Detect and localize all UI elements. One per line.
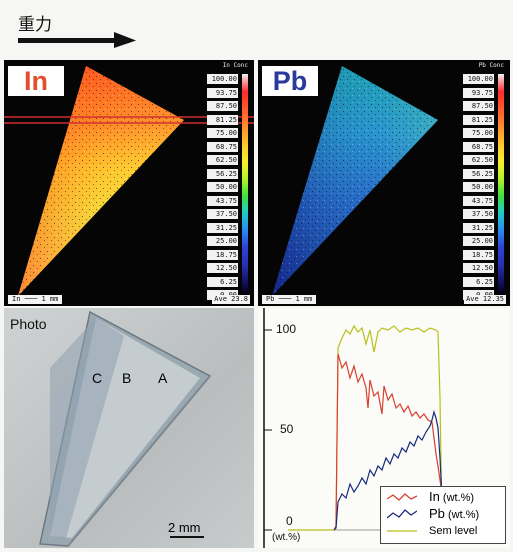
photo-scalebar xyxy=(170,536,204,538)
graph-legend: In (wt.%) Pb (wt.%) Sem level xyxy=(380,486,506,544)
in-scale-tick: 75.00 xyxy=(207,128,238,138)
in-scale-tick: 62.50 xyxy=(207,155,238,165)
in-scale-tick: 25.00 xyxy=(207,236,238,246)
in-scale-tick: 100.00 xyxy=(207,74,238,84)
pb-scale-tick: 31.25 xyxy=(463,222,494,233)
gravity-label: 重力 xyxy=(18,15,52,35)
pb-average: Ave 12.35 xyxy=(464,295,506,304)
pb-scale-bar: Pb ─── 1 mm xyxy=(262,295,317,304)
legend-pb-label: Pb xyxy=(429,506,445,521)
legend-sem-label: Sem level xyxy=(429,525,478,537)
y-unit: (wt.%) xyxy=(272,532,301,543)
in-scale-tick: 31.25 xyxy=(207,222,238,233)
legend-in-unit: (wt.%) xyxy=(442,492,475,504)
y-tick-0: 0 xyxy=(286,514,293,528)
in-scale-tick: 43.75 xyxy=(207,195,238,206)
y-tick-50: 50 xyxy=(280,422,294,436)
in-colorbar xyxy=(242,74,248,296)
pb-scale-tick: 50.00 xyxy=(463,182,494,192)
legend-in: In (wt.%) xyxy=(386,490,474,504)
pb-map-panel: Pb Pb Conc 100.00 93.75 87.50 81.25 75.00 68.… xyxy=(258,60,510,306)
in-scale-header: In Conc xyxy=(222,62,248,69)
in-scale-bar: In ─── 1 mm xyxy=(8,295,63,304)
photo-panel: Photo C B A 2 mm xyxy=(4,308,254,548)
legend-in-swatch xyxy=(386,493,418,501)
in-scale-tick: 18.75 xyxy=(207,249,238,260)
pb-scale-header: Pb Conc xyxy=(478,62,504,69)
legend-sem: Sem level xyxy=(387,524,477,538)
legend-pb-unit: (wt.%) xyxy=(447,509,480,521)
profile-graph-panel: 100 50 0 (wt.%) In (wt.%) Pb (wt.%) Sem … xyxy=(258,308,510,548)
pb-scale-tick: 68.75 xyxy=(463,141,494,152)
in-map-label: In xyxy=(8,66,64,96)
in-scale-tick: 6.25 xyxy=(207,276,238,287)
point-b-label: B xyxy=(122,370,132,386)
pb-scale-tick: 93.75 xyxy=(463,87,494,98)
pb-scale-tick: 87.50 xyxy=(463,101,494,111)
legend-pb: Pb (wt.%) xyxy=(386,507,479,521)
in-scale-tick: 87.50 xyxy=(207,101,238,111)
legend-sem-swatch xyxy=(387,530,417,532)
in-scale-tick: 50.00 xyxy=(207,182,238,192)
in-scale-tick: 93.75 xyxy=(207,87,238,98)
pb-scale-tick: 12.50 xyxy=(463,263,494,273)
in-scale-tick: 81.25 xyxy=(207,114,238,125)
pb-map-label: Pb xyxy=(262,66,318,96)
gravity-arrow-icon xyxy=(18,32,136,48)
in-scale-tick: 68.75 xyxy=(207,141,238,152)
pb-scale-tick: 56.25 xyxy=(463,168,494,179)
pb-scale-tick: 75.00 xyxy=(463,128,494,138)
pb-scale-tick: 6.25 xyxy=(463,276,494,287)
in-map-panel: In In Conc 100.00 93.75 87.50 81.25 75.00 68.… xyxy=(4,60,254,306)
pb-scale-tick: 62.50 xyxy=(463,155,494,165)
in-scale-tick: 37.50 xyxy=(207,209,238,219)
pb-scale-tick: 18.75 xyxy=(463,249,494,260)
legend-in-label: In xyxy=(429,489,440,504)
pb-scale-tick: 100.00 xyxy=(463,74,494,84)
in-scale-tick: 56.25 xyxy=(207,168,238,179)
pb-map-triangle xyxy=(272,66,438,296)
y-tick-100: 100 xyxy=(276,322,297,336)
pb-scale-tick: 81.25 xyxy=(463,114,494,125)
point-a-label: A xyxy=(158,370,168,386)
legend-pb-swatch xyxy=(386,509,418,519)
point-c-label: C xyxy=(92,370,103,386)
in-scale-tick: 12.50 xyxy=(207,263,238,273)
in-scale-column: In Conc 100.00 93.75 87.50 81.25 75.00 68.75 6… xyxy=(200,62,248,300)
pb-colorbar xyxy=(498,74,504,296)
in-map-triangle xyxy=(4,66,254,296)
pb-scale-column: Pb Conc 100.00 93.75 87.50 81.25 75.00 68.75 6… xyxy=(456,62,504,300)
photo-scalebar-label: 2 mm xyxy=(168,520,201,535)
sample-photo xyxy=(39,310,212,547)
pb-scale-tick: 37.50 xyxy=(463,209,494,219)
in-average: Ave 23.8 xyxy=(212,295,250,304)
pb-scale-tick: 25.00 xyxy=(463,236,494,246)
photo-title: Photo xyxy=(10,316,47,332)
pb-scale-tick: 43.75 xyxy=(463,195,494,206)
